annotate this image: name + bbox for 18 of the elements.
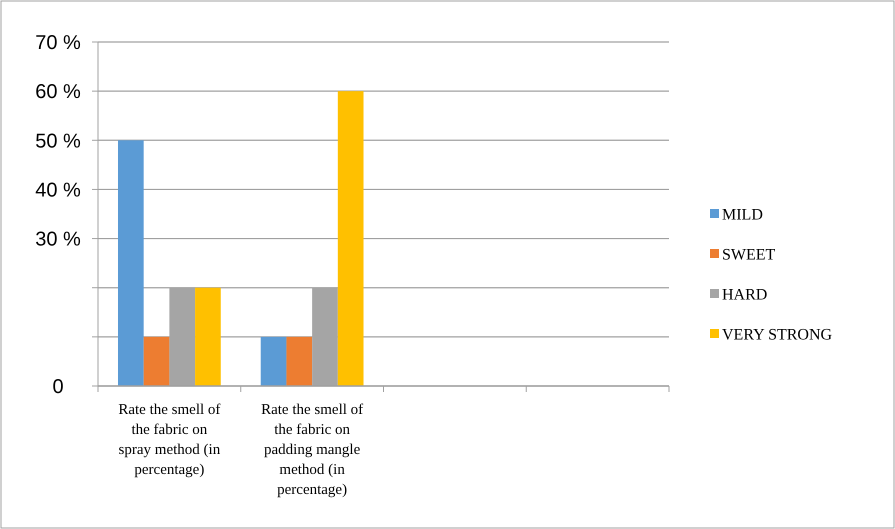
x-tick-label: Rate the smell of the fabric on spray method (in percentage): [118, 402, 221, 478]
bar: [286, 336, 312, 386]
y-tick-label: 70 %: [35, 32, 82, 54]
legend-label: VERY STRONG: [722, 326, 833, 344]
y-tick-label: 0: [52, 376, 64, 398]
y-tick-label: 50 %: [35, 130, 82, 152]
legend-label: SWEET: [722, 246, 776, 264]
bar: [195, 288, 221, 386]
bar: [338, 91, 364, 386]
bar: [260, 336, 286, 386]
legend-label: HARD: [722, 286, 768, 304]
y-tick-label: 40 %: [35, 179, 82, 202]
legend-label: MILD: [722, 206, 763, 224]
y-tick-label: 60 %: [35, 81, 82, 104]
y-tick-label: 30 %: [35, 228, 82, 251]
bar: [118, 140, 144, 386]
bar: [144, 336, 170, 386]
x-tick-label: Rate the smell of the fabric on padding mangle method (in percentage): [261, 402, 364, 498]
